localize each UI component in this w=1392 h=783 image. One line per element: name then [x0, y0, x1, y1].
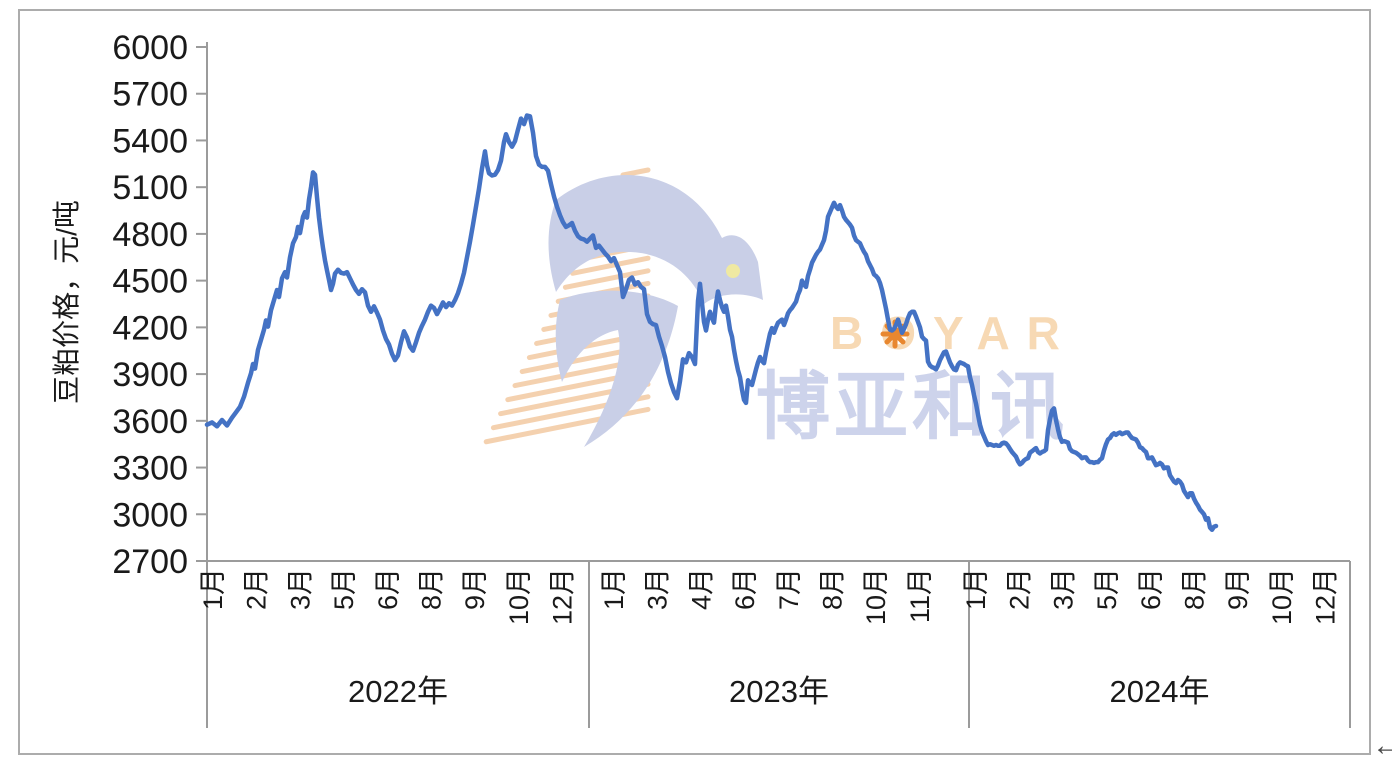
month-label: 1月 [599, 568, 629, 610]
month-label: 2月 [242, 568, 272, 610]
cursor-arrow: ← [1372, 729, 1392, 762]
month-label: 11月 [905, 568, 935, 623]
month-label: 8月 [417, 568, 447, 610]
watermark-text-cn: 博亚和讯 [756, 365, 1068, 448]
month-label: 12月 [548, 568, 578, 625]
y-tick-label: 5100 [112, 169, 188, 207]
month-label: 6月 [730, 568, 760, 610]
month-label: 5月 [329, 568, 359, 610]
y-tick-label: 3900 [112, 356, 188, 394]
month-label: 4月 [686, 568, 716, 610]
month-label: 3月 [1048, 568, 1078, 610]
y-tick-label: 4800 [112, 216, 188, 254]
month-label: 1月 [961, 568, 991, 610]
month-label: 9月 [460, 568, 490, 610]
y-tick-label: 2700 [112, 543, 188, 581]
watermark-text-en: BOYAR [830, 307, 1077, 359]
year-label: 2022年 [348, 674, 448, 709]
y-tick-label: 3300 [112, 450, 188, 488]
y-axis-title: 豆粕价格，元/吨 [51, 200, 82, 404]
x-axis: 1月 2月 3月 5月 6月 8月 9月 10月 12月 2022年 1月 3月 4月 6月 7月 8月 10月… [198, 560, 1351, 728]
month-label: 7月 [774, 568, 804, 610]
y-tick-label: 5700 [112, 76, 188, 114]
month-label: 8月 [1180, 568, 1210, 610]
month-label: 5月 [1092, 568, 1122, 610]
y-tick-label: 6000 [112, 29, 188, 67]
month-label: 3月 [643, 568, 673, 610]
y-tick-label: 4500 [112, 263, 188, 301]
month-label: 10月 [1267, 568, 1297, 625]
month-label: 6月 [373, 568, 403, 610]
y-axis: 6000 5700 5400 5100 4800 4500 4200 3900 3600 3300… [112, 29, 208, 728]
bird-logo-icon [548, 175, 763, 447]
watermark: BOYAR 博亚和讯 [483, 167, 1077, 448]
bird-eye [726, 264, 740, 278]
year-label: 2024年 [1110, 674, 1210, 709]
y-tick-label: 5400 [112, 122, 188, 160]
y-tick-label: 3000 [112, 496, 188, 534]
month-label: 1月 [198, 568, 228, 610]
month-label: 6月 [1136, 568, 1166, 610]
month-label: 8月 [818, 568, 848, 610]
sun-starburst-icon [880, 319, 910, 349]
month-label: 9月 [1223, 568, 1253, 610]
month-label: 10月 [504, 568, 534, 625]
month-label: 3月 [285, 568, 315, 610]
y-tick-label: 3600 [112, 403, 188, 441]
month-label: 12月 [1311, 568, 1341, 625]
year-label: 2023年 [729, 674, 829, 709]
month-label: 10月 [861, 568, 891, 625]
y-tick-label: 4200 [112, 309, 188, 347]
month-label: 2月 [1005, 568, 1035, 610]
price-series-line [204, 113, 1219, 533]
